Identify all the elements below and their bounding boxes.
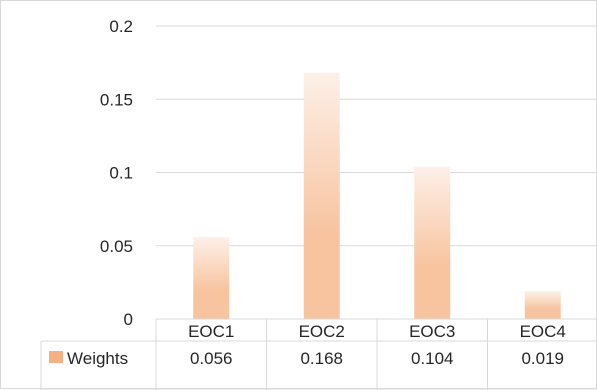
category-label: EOC3 [409,322,455,341]
bar-eoc3 [414,166,451,319]
data-value: 0.056 [190,349,233,368]
bar-eoc2 [303,72,340,319]
category-label: EOC4 [520,322,566,341]
y-tick-label: 0.2 [109,17,133,36]
y-tick-label: 0 [124,310,133,329]
y-tick-label: 0.1 [109,164,133,183]
category-label: EOC1 [188,322,234,341]
data-value: 0.104 [411,349,454,368]
gridlines [156,25,597,247]
legend-key [49,351,63,363]
y-tick-label: 0.05 [100,237,133,256]
data-table: EOC1 EOC2 EOC3 EOC4 Weights 0.056 0.168 0.104 0.… [40,318,597,390]
bars [193,72,561,319]
series-label: Weights [67,349,128,368]
bar-eoc1 [193,236,230,319]
data-value: 0.019 [521,349,564,368]
category-label: EOC2 [299,322,345,341]
y-tick-label: 0.15 [100,90,133,109]
bar-eoc4 [524,291,561,319]
y-axis-ticks: 0 0.05 0.1 0.15 0.2 [100,17,133,329]
data-value: 0.168 [300,349,343,368]
